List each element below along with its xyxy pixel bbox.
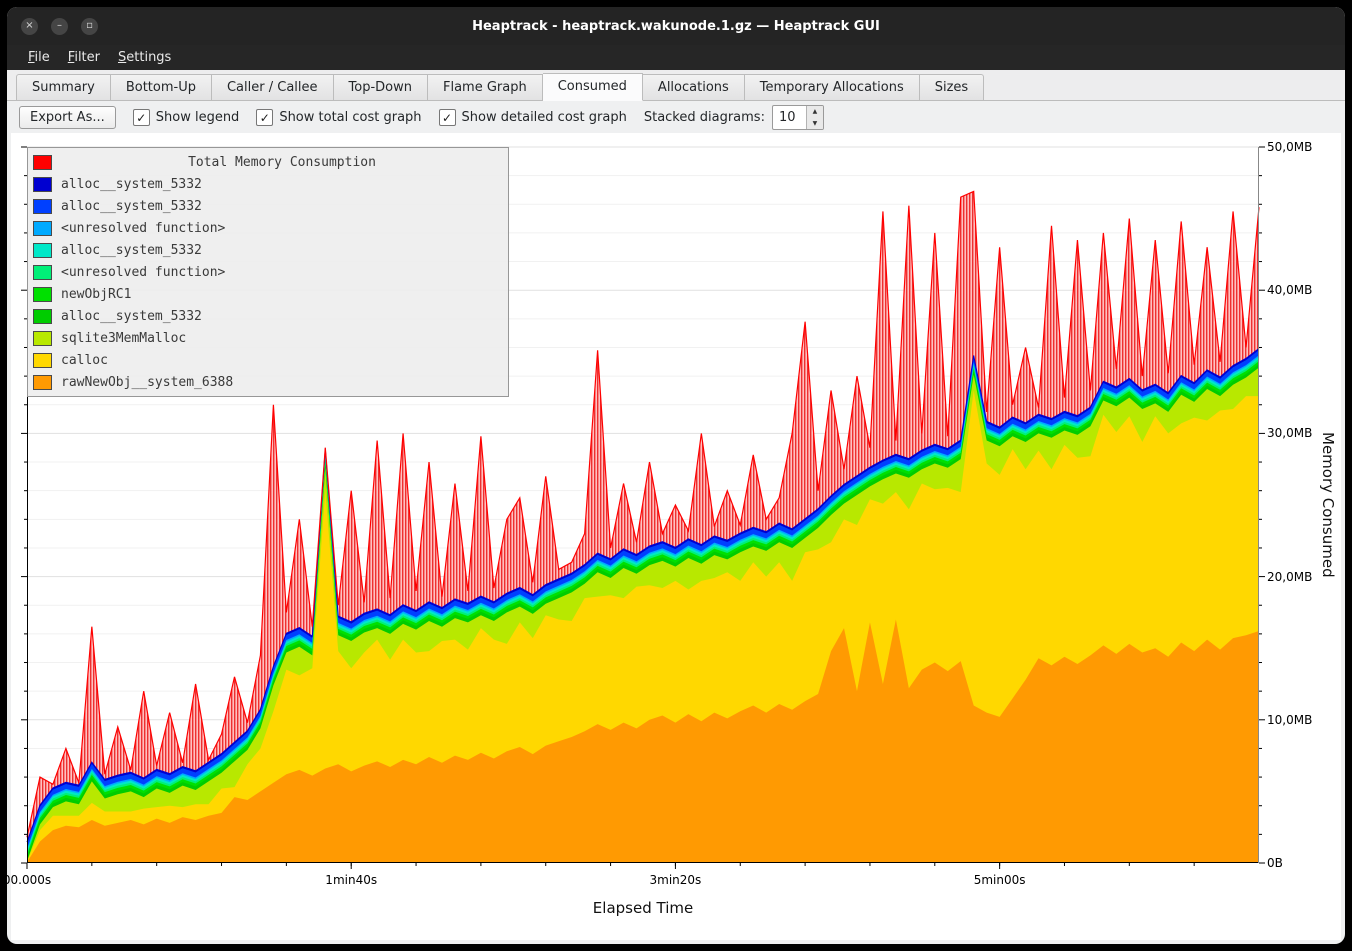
- menu-file[interactable]: File: [28, 50, 50, 65]
- titlebar: × – ▫ Heaptrack - heaptrack.wakunode.1.gz …: [7, 7, 1345, 45]
- close-button[interactable]: ×: [21, 17, 38, 35]
- toolbar: Export As... ✓ Show legend ✓ Show total cos…: [7, 101, 1345, 134]
- legend-swatch: [33, 374, 52, 390]
- close-icon: ×: [25, 20, 34, 31]
- checkbox-label: Show detailed cost graph: [461, 110, 627, 125]
- tab-consumed[interactable]: Consumed: [542, 73, 643, 101]
- legend-item: sqlite3MemMalloc: [33, 327, 503, 349]
- legend-item: alloc__system_5332: [33, 305, 503, 327]
- stacked-diagrams-value[interactable]: 10: [778, 110, 796, 125]
- legend-label: sqlite3MemMalloc: [61, 330, 187, 346]
- tab-flame-graph[interactable]: Flame Graph: [427, 74, 543, 100]
- x-axis-labels: 00.000s 1min40s 3min20s 5min00s: [7, 873, 1259, 889]
- checkmark-icon: ✓: [256, 109, 274, 126]
- tab-bottom-up[interactable]: Bottom-Up: [110, 74, 212, 100]
- stacked-diagrams-spinbox[interactable]: 10 ▲ ▼: [771, 105, 824, 130]
- y-tick-label: 30,0MB: [1267, 426, 1313, 441]
- legend-label: alloc__system_5332: [61, 198, 202, 214]
- checkbox-show-legend[interactable]: ✓ Show legend: [132, 109, 240, 126]
- x-tick-label: 3min20s: [649, 873, 702, 887]
- legend-label: alloc__system_5332: [61, 308, 202, 324]
- legend-label: rawNewObj__system_6388: [61, 374, 234, 390]
- checkmark-icon: ✓: [438, 109, 456, 126]
- stacked-diagrams-label: Stacked diagrams:: [643, 110, 765, 125]
- checkbox-label: Show total cost graph: [279, 110, 422, 125]
- menubar: File Filter Settings: [7, 45, 1345, 70]
- legend-label: alloc__system_5332: [61, 176, 202, 192]
- menu-settings[interactable]: Settings: [118, 50, 172, 65]
- legend-item: newObjRC1: [33, 283, 503, 305]
- legend-title-row: Total Memory Consumption: [33, 151, 503, 173]
- minimize-button[interactable]: –: [51, 17, 68, 35]
- checkbox-group: ✓ Show legend ✓ Show total cost graph ✓ Show …: [132, 109, 627, 126]
- checkbox-show-detailed-cost-graph[interactable]: ✓ Show detailed cost graph: [438, 109, 627, 126]
- x-tick-label: 1min40s: [325, 873, 378, 887]
- legend-item: rawNewObj__system_6388: [33, 371, 503, 393]
- legend-swatch: [33, 242, 52, 258]
- spin-down-button[interactable]: ▼: [807, 118, 823, 130]
- legend-swatch: [33, 352, 52, 368]
- legend-label: calloc: [61, 352, 108, 368]
- legend-swatch: [33, 198, 52, 214]
- chevron-down-icon: ▼: [812, 119, 818, 127]
- consumed-chart: Total Memory Consumption alloc__system_53…: [7, 133, 1341, 940]
- checkmark-icon: ✓: [132, 109, 150, 126]
- export-as-button[interactable]: Export As...: [19, 106, 116, 129]
- tab-caller-callee[interactable]: Caller / Callee: [211, 74, 334, 100]
- chart-legend: Total Memory Consumption alloc__system_53…: [27, 147, 509, 397]
- y-tick-label: 10,0MB: [1267, 712, 1313, 727]
- x-tick-label: 5min00s: [973, 873, 1026, 887]
- legend-item: alloc__system_5332: [33, 195, 503, 217]
- legend-item: alloc__system_5332: [33, 173, 503, 195]
- legend-item: alloc__system_5332: [33, 239, 503, 261]
- spin-up-button[interactable]: ▲: [807, 106, 823, 118]
- window-controls: × – ▫: [21, 7, 98, 45]
- menu-filter[interactable]: Filter: [67, 50, 100, 65]
- legend-item: <unresolved function>: [33, 217, 503, 239]
- checkbox-show-total-cost-graph[interactable]: ✓ Show total cost graph: [256, 109, 422, 126]
- y-axis-title-wrap: Memory Consumed: [1319, 147, 1337, 863]
- legend-swatch: [33, 220, 52, 236]
- tab-bar: Summary Bottom-Up Caller / Callee Top-Down F…: [7, 70, 1345, 101]
- y-tick-label: 40,0MB: [1267, 283, 1313, 298]
- legend-swatch: [33, 176, 52, 192]
- legend-swatch: [33, 154, 52, 170]
- maximize-button[interactable]: ▫: [81, 17, 98, 35]
- legend-swatch: [33, 264, 52, 280]
- legend-label: newObjRC1: [61, 286, 132, 302]
- x-axis-title: Elapsed Time: [592, 899, 694, 917]
- maximize-icon: ▫: [86, 20, 93, 31]
- spinbox-buttons: ▲ ▼: [805, 106, 823, 130]
- minimize-icon: –: [57, 20, 62, 31]
- legend-label: <unresolved function>: [61, 220, 226, 236]
- plot-canvas: [21, 146, 1265, 869]
- legend-swatch: [33, 286, 52, 302]
- legend-label: Total Memory Consumption: [188, 154, 376, 170]
- tab-summary[interactable]: Summary: [16, 74, 111, 100]
- y-axis-labels: 0B 10,0MB 20,0MB 30,0MB 40,0MB 50,0MB: [1267, 140, 1327, 870]
- plot-area[interactable]: [21, 146, 1265, 869]
- legend-item: calloc: [33, 349, 503, 371]
- legend-swatch: [33, 330, 52, 346]
- chevron-up-icon: ▲: [812, 108, 818, 116]
- tab-sizes[interactable]: Sizes: [919, 74, 985, 100]
- x-tick-label: 00.000s: [7, 873, 52, 887]
- stacked-diagrams-control: Stacked diagrams: 10 ▲ ▼: [644, 105, 824, 130]
- y-axis-title: Memory Consumed: [1319, 432, 1337, 578]
- legend-item: <unresolved function>: [33, 261, 503, 283]
- y-tick-label: 20,0MB: [1267, 569, 1313, 584]
- tab-top-down[interactable]: Top-Down: [333, 74, 428, 100]
- legend-label: <unresolved function>: [61, 264, 226, 280]
- window-title: Heaptrack - heaptrack.wakunode.1.gz — He…: [472, 18, 880, 34]
- legend-label: alloc__system_5332: [61, 242, 202, 258]
- checkbox-label: Show legend: [155, 110, 240, 125]
- tab-temporary-allocations[interactable]: Temporary Allocations: [744, 74, 920, 100]
- legend-swatch: [33, 308, 52, 324]
- y-tick-label: 50,0MB: [1267, 140, 1313, 154]
- y-tick-label: 0B: [1267, 856, 1283, 870]
- heaptrack-window: × – ▫ Heaptrack - heaptrack.wakunode.1.gz …: [7, 7, 1345, 944]
- tab-allocations[interactable]: Allocations: [642, 74, 745, 100]
